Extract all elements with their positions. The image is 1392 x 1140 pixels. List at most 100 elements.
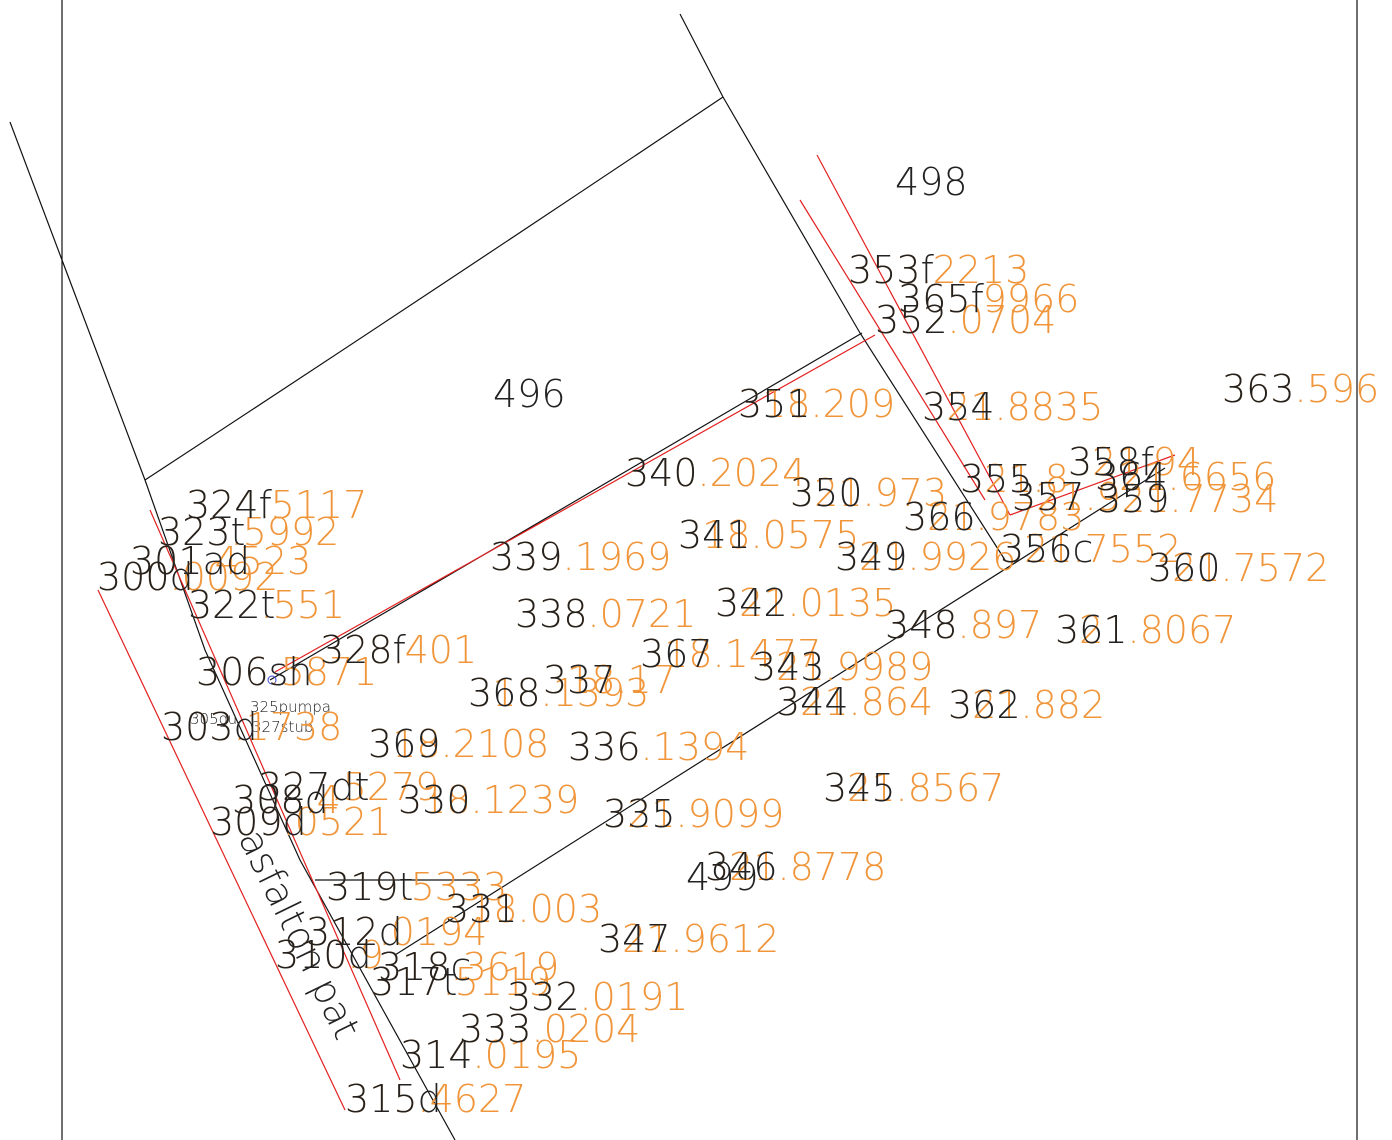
point-id: 331 xyxy=(445,887,518,931)
point-id: 327dt xyxy=(258,765,370,809)
point-elevation: 321.9783 xyxy=(903,495,1084,539)
point-elevation: 321.973 xyxy=(790,471,947,515)
red-line xyxy=(97,589,346,1111)
small-label: 327stub xyxy=(252,718,313,736)
point-id: 301ad xyxy=(130,539,250,583)
parcel-line xyxy=(394,467,1166,956)
point-id: 366 xyxy=(903,495,976,539)
point-elevation: 321.8067 xyxy=(1055,608,1236,652)
red-line xyxy=(274,334,876,673)
point-elevation: 321.8835 xyxy=(922,385,1103,429)
point-id: 338 xyxy=(515,592,588,636)
point-elevation: 321.7552 xyxy=(1000,527,1181,571)
point-id: 350 xyxy=(790,471,863,515)
parcel-label: 496 xyxy=(493,372,566,416)
point-elevation: 310.9 xyxy=(275,933,384,977)
point-id: 318c xyxy=(378,945,471,989)
point-elevation: 318.0575 xyxy=(678,513,859,557)
point-elevation: 336.1394 xyxy=(568,725,749,769)
small-label: 305gu xyxy=(190,710,237,728)
parcel-label: 499 xyxy=(686,855,759,899)
boundary-line xyxy=(679,13,1006,561)
point-id: 337 xyxy=(543,658,616,702)
point-elevation: 321.8 xyxy=(960,457,1069,501)
point-elevation: 318.1477 xyxy=(640,632,821,676)
point-elevation: 340.2024 xyxy=(625,451,806,495)
point-elevation: 324.5117 xyxy=(186,483,367,527)
point-id: 357 xyxy=(1012,475,1085,519)
point-elevation: 321.9989 xyxy=(752,645,933,689)
point-id: 300d xyxy=(97,555,194,599)
point-elevation: 365.9966 xyxy=(898,277,1079,321)
point-id: 303d xyxy=(161,705,258,749)
point-elevation: 318.209 xyxy=(738,382,895,426)
point-elevation: 319.5333 xyxy=(326,865,507,909)
point-id: 317t xyxy=(370,960,457,1004)
point-marker xyxy=(267,675,277,685)
point-id: 365f xyxy=(898,277,985,321)
point-elevation: 321.864 xyxy=(776,680,933,724)
point-id: 362 xyxy=(948,683,1021,727)
small-label: 325pumpa xyxy=(250,698,331,716)
point-id: 309d xyxy=(210,800,307,844)
parcel-label: 498 xyxy=(895,160,968,204)
point-elevation: 303.1738 xyxy=(161,705,342,749)
point-id: 328f xyxy=(320,628,407,672)
point-elevation: 322.551 xyxy=(188,583,345,627)
point-id: 332 xyxy=(507,975,580,1019)
point-id: 364 xyxy=(1095,455,1168,499)
point-elevation: 318.1393 xyxy=(468,671,649,715)
point-id: 341 xyxy=(678,513,751,557)
point-id: 342 xyxy=(715,581,788,625)
point-id: 344 xyxy=(776,680,849,724)
point-elevation: 327.5279 xyxy=(258,765,439,809)
point-elevation: 321.94 xyxy=(1068,440,1201,484)
point-elevation: 333.0204 xyxy=(459,1007,640,1051)
point-id: 306sh xyxy=(196,650,312,694)
point-id: 324f xyxy=(186,483,273,527)
point-elevation: 321.882 xyxy=(948,683,1105,727)
point-elevation: 306.5871 xyxy=(196,650,377,694)
point-elevation: 318.2108 xyxy=(368,722,549,766)
point-elevation: 308.4 xyxy=(232,778,341,822)
red-line xyxy=(1009,454,1176,516)
point-id: 360 xyxy=(1148,546,1221,590)
point-elevation: 321.9099 xyxy=(603,792,784,836)
point-elevation: 321.9612 xyxy=(598,917,779,961)
point-elevation: 300.0092 xyxy=(97,555,278,599)
point-elevation: 328.401 xyxy=(320,628,477,672)
point-id: 353f xyxy=(848,248,935,292)
point-elevation: 321.7734 xyxy=(1097,477,1278,521)
point-elevation: 332.0191 xyxy=(507,975,688,1019)
point-id: 348 xyxy=(885,603,958,647)
point-id: 315d xyxy=(345,1077,442,1121)
point-id: 368 xyxy=(468,671,541,715)
point-elevation: 321.0135 xyxy=(715,581,896,625)
point-id: 351 xyxy=(738,382,811,426)
point-id: 349 xyxy=(835,535,908,579)
point-id: 340 xyxy=(625,451,698,495)
point-elevation: 317.5119 xyxy=(370,960,551,1004)
point-elevation: 318.1239 xyxy=(398,778,579,822)
point-elevation: 321.9 xyxy=(1012,475,1121,519)
point-elevation: 321.9926 xyxy=(835,535,1016,579)
point-elevation: 321.8567 xyxy=(823,766,1004,810)
point-id: 346 xyxy=(705,845,778,889)
point-id: 336 xyxy=(568,725,641,769)
point-id: 308d xyxy=(232,778,329,822)
point-elevation: 321.6656 xyxy=(1095,455,1276,499)
point-id: 363 xyxy=(1222,367,1295,411)
point-id: 319t xyxy=(326,865,413,909)
point-elevation: 339.1969 xyxy=(490,535,671,579)
point-elevation: 323.5992 xyxy=(158,510,339,554)
point-id: 333 xyxy=(459,1007,532,1051)
point-elevation: 338.0721 xyxy=(515,592,696,636)
point-id: 322t xyxy=(188,583,275,627)
red-line xyxy=(816,154,1011,516)
point-id: 345 xyxy=(823,766,896,810)
point-id: 312d xyxy=(306,910,403,954)
red-line xyxy=(799,199,986,501)
point-id: 356c xyxy=(1000,527,1093,571)
